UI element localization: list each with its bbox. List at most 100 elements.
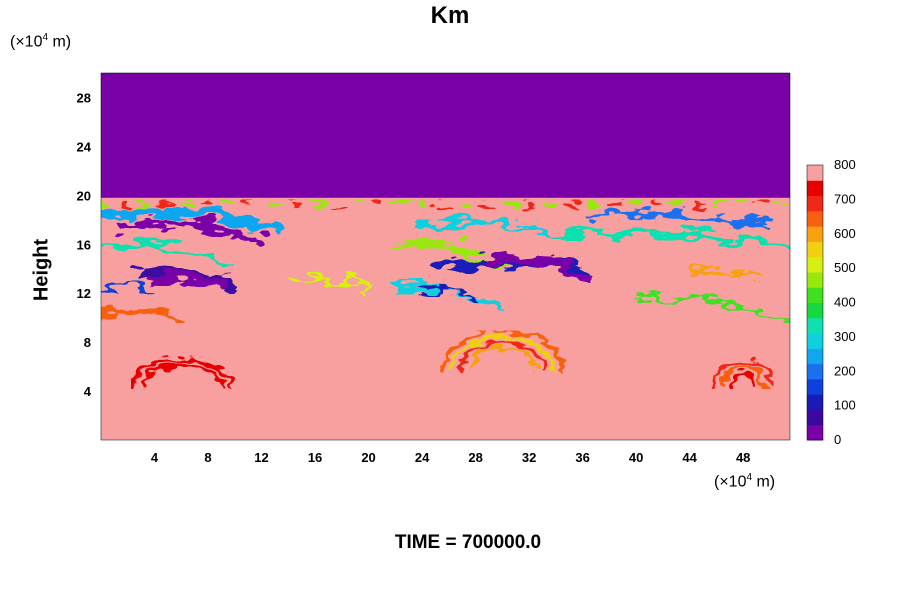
colorbar-swatch (807, 348, 823, 365)
colorbar-swatch (807, 271, 823, 288)
structure-band (149, 270, 227, 293)
boundary-ripple (243, 199, 258, 206)
x-tick-label: 44 (682, 450, 697, 465)
y-tick-label: 28 (77, 90, 91, 105)
x-tick-label: 4 (151, 450, 159, 465)
boundary-ripple (778, 199, 790, 206)
colorbar: 0 100 200 300 400 500 600 700 800 (806, 157, 856, 447)
x-tick-label: 16 (308, 450, 322, 465)
arc-band (449, 334, 556, 371)
structure-band (687, 266, 759, 281)
structure-band (286, 276, 371, 293)
boundary-ripple (158, 199, 173, 206)
field-layer (101, 73, 790, 440)
top-layer-region (101, 73, 790, 198)
boundary-ripple (136, 199, 151, 206)
boundary-ripple (372, 199, 387, 206)
colorbar-tick-label: 500 (834, 260, 856, 275)
colorbar-swatch (807, 165, 823, 181)
y-tick-label: 8 (84, 335, 91, 350)
structure-band (101, 283, 157, 296)
boundary-ripple (265, 199, 280, 206)
colorbar-tick-label: 200 (834, 363, 856, 378)
boundary-ripple (522, 199, 537, 206)
colorbar-swatch (807, 241, 823, 258)
colorbar-swatch (807, 394, 823, 410)
arc-band (440, 328, 565, 371)
x-tick-label: 12 (254, 450, 268, 465)
boundary-ripple (286, 199, 301, 206)
boundary-ripple (564, 199, 579, 206)
structure-band (101, 242, 238, 269)
plot-frame (100, 72, 791, 441)
boundary-ripple (629, 199, 644, 206)
colorbar-tick-label: 700 (834, 191, 856, 206)
colorbar-swatch (807, 195, 823, 212)
y-tick-label: 20 (77, 188, 91, 203)
arc-band (129, 356, 234, 389)
colorbar-swatch (807, 409, 823, 426)
arc-band (467, 346, 538, 371)
structure-band (419, 219, 559, 237)
boundary-ripple (500, 199, 515, 206)
boundary-ripple (757, 199, 772, 206)
colorbar-swatch (807, 180, 823, 197)
boundary-ripple (415, 199, 430, 206)
boundary-ripple (222, 199, 237, 206)
structure-band (101, 307, 185, 324)
x-tick-label: 28 (468, 450, 482, 465)
colorbar-tick-label: 100 (834, 398, 856, 413)
x-tick-label: 36 (575, 450, 589, 465)
colorbar-tick-label: 300 (834, 329, 856, 344)
x-tick-label: 40 (629, 450, 643, 465)
structure-band (101, 206, 280, 235)
time-label: TIME = 700000.0 (394, 532, 542, 553)
boundary-ripple (457, 199, 472, 206)
plot-area (101, 73, 790, 440)
x-tick-label: 48 (736, 450, 750, 465)
colorbar-swatch (807, 256, 823, 273)
y-tick-label: 16 (77, 237, 91, 252)
y-axis-unit: (×104 m) (10, 32, 72, 51)
x-tick-label: 24 (415, 450, 430, 465)
arc-structures (129, 328, 776, 389)
y-tick-label: 4 (84, 384, 92, 399)
colorbar-swatch (807, 210, 823, 227)
boundary-ripple (736, 199, 751, 206)
arc-band (458, 340, 547, 371)
colorbar-tick-label: 600 (834, 226, 856, 241)
boundary-ripple (101, 199, 108, 206)
boundary-ripple (714, 199, 729, 206)
arc-band (711, 358, 776, 389)
colorbar-swatch (807, 378, 823, 395)
colorbar-tick-label: 800 (834, 157, 856, 172)
boundary-ripple (179, 199, 194, 206)
x-axis-unit: (×104 m) (714, 472, 776, 491)
structure-band (634, 295, 790, 325)
boundary-ripple (607, 199, 622, 206)
structure-band (420, 286, 478, 300)
colorbar-swatch (807, 226, 823, 242)
boundary-ripple (115, 199, 130, 206)
boundary-ripple (586, 199, 601, 206)
chart-title: Km (430, 2, 470, 29)
boundary-ripple (671, 199, 686, 206)
colorbar-swatch (807, 333, 823, 349)
colorbar-tick-label: 0 (834, 432, 841, 447)
boundary-ripple (201, 199, 216, 206)
colorbar-swatch (807, 363, 823, 380)
y-tick-label: 24 (77, 139, 92, 154)
turbulent-structures (101, 199, 790, 325)
colorbar-swatch (807, 317, 823, 334)
colorbar-swatch (807, 302, 823, 319)
boundary-ripple (543, 199, 558, 206)
colorbar-swatch (807, 287, 823, 303)
boundary-ripple (393, 199, 408, 206)
structure-band (552, 229, 790, 253)
x-tick-label: 8 (204, 450, 211, 465)
colorbar-tick-label: 400 (834, 295, 856, 310)
boundary-ripple (650, 199, 665, 206)
colorbar-frame (806, 164, 824, 441)
